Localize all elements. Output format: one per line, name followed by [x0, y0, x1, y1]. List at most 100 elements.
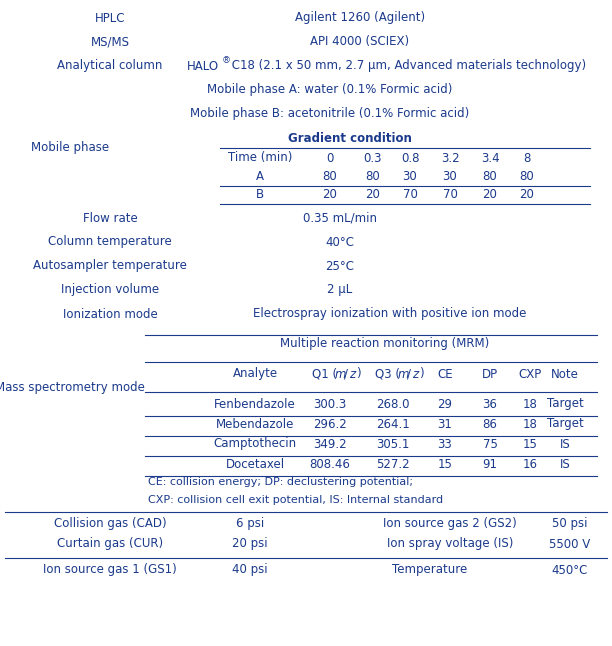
- Text: 15: 15: [438, 457, 452, 470]
- Text: Note: Note: [551, 368, 579, 380]
- Text: Analytical column: Analytical column: [58, 59, 163, 72]
- Text: Time (min): Time (min): [228, 152, 292, 165]
- Text: 264.1: 264.1: [376, 417, 410, 430]
- Text: z: z: [412, 368, 418, 380]
- Text: Ion source gas 1 (GS1): Ion source gas 1 (GS1): [43, 563, 177, 576]
- Text: 3.4: 3.4: [480, 152, 499, 165]
- Text: 0: 0: [326, 152, 334, 165]
- Text: Mobile phase: Mobile phase: [31, 141, 109, 154]
- Text: 15: 15: [523, 437, 537, 450]
- Text: 20: 20: [520, 187, 534, 200]
- Text: 80: 80: [323, 169, 337, 183]
- Text: 8: 8: [523, 152, 531, 165]
- Text: CXP: CXP: [518, 368, 542, 380]
- Text: Analyte: Analyte: [233, 368, 278, 380]
- Text: 40°C: 40°C: [326, 236, 354, 249]
- Text: 349.2: 349.2: [313, 437, 347, 450]
- Text: 5500 V: 5500 V: [550, 537, 591, 550]
- Text: 527.2: 527.2: [376, 457, 410, 470]
- Text: Injection volume: Injection volume: [61, 284, 159, 297]
- Text: MS/MS: MS/MS: [91, 36, 130, 48]
- Text: Mebendazole: Mebendazole: [216, 417, 294, 430]
- Text: Electrospray ionization with positive ion mode: Electrospray ionization with positive io…: [253, 307, 527, 320]
- Text: Gradient condition: Gradient condition: [288, 132, 412, 145]
- Text: CE: collision energy; DP: declustering potential;: CE: collision energy; DP: declustering p…: [148, 477, 413, 487]
- Text: Docetaxel: Docetaxel: [225, 457, 285, 470]
- Text: 31: 31: [438, 417, 452, 430]
- Text: 0.8: 0.8: [401, 152, 419, 165]
- Text: CXP: collision cell exit potential, IS: Internal standard: CXP: collision cell exit potential, IS: …: [148, 495, 443, 505]
- Text: B: B: [256, 187, 264, 200]
- Text: 268.0: 268.0: [376, 397, 410, 410]
- Text: Column temperature: Column temperature: [48, 236, 172, 249]
- Text: C18 (2.1 x 50 mm, 2.7 μm, Advanced materials technology): C18 (2.1 x 50 mm, 2.7 μm, Advanced mater…: [228, 59, 586, 72]
- Text: Mobile phase B: acetonitrile (0.1% Formic acid): Mobile phase B: acetonitrile (0.1% Formi…: [190, 107, 469, 121]
- Text: Target: Target: [547, 417, 583, 430]
- Text: m: m: [335, 368, 346, 380]
- Text: 808.46: 808.46: [310, 457, 351, 470]
- Text: 40 psi: 40 psi: [232, 563, 268, 576]
- Text: 305.1: 305.1: [376, 437, 409, 450]
- Text: 6 psi: 6 psi: [236, 517, 264, 530]
- Text: Agilent 1260 (Agilent): Agilent 1260 (Agilent): [295, 12, 425, 25]
- Text: Collision gas (CAD): Collision gas (CAD): [54, 517, 166, 530]
- Text: 75: 75: [483, 437, 498, 450]
- Text: 70: 70: [403, 187, 417, 200]
- Text: 0.3: 0.3: [364, 152, 382, 165]
- Text: /: /: [407, 368, 411, 380]
- Text: Fenbendazole: Fenbendazole: [214, 397, 296, 410]
- Text: 29: 29: [438, 397, 452, 410]
- Text: 30: 30: [442, 169, 457, 183]
- Text: ): ): [419, 368, 424, 380]
- Text: Ion source gas 2 (GS2): Ion source gas 2 (GS2): [383, 517, 517, 530]
- Text: 300.3: 300.3: [313, 397, 346, 410]
- Text: HPLC: HPLC: [95, 12, 125, 25]
- Text: API 4000 (SCIEX): API 4000 (SCIEX): [310, 36, 409, 48]
- Text: DP: DP: [482, 368, 498, 380]
- Text: 20: 20: [365, 187, 381, 200]
- Text: 80: 80: [365, 169, 381, 183]
- Text: Ion spray voltage (IS): Ion spray voltage (IS): [387, 537, 513, 550]
- Text: ®: ®: [222, 56, 231, 65]
- Text: 36: 36: [483, 397, 498, 410]
- Text: CE: CE: [437, 368, 453, 380]
- Text: 2 μL: 2 μL: [327, 284, 353, 297]
- Text: 33: 33: [438, 437, 452, 450]
- Text: Camptothecin: Camptothecin: [214, 437, 297, 450]
- Text: 296.2: 296.2: [313, 417, 347, 430]
- Text: 70: 70: [442, 187, 457, 200]
- Text: 86: 86: [483, 417, 498, 430]
- Text: Q1 (: Q1 (: [312, 368, 337, 380]
- Text: 80: 80: [483, 169, 498, 183]
- Text: Multiple reaction monitoring (MRM): Multiple reaction monitoring (MRM): [280, 337, 490, 349]
- Text: HALO: HALO: [187, 59, 219, 72]
- Text: Temperature: Temperature: [392, 563, 468, 576]
- Text: 25°C: 25°C: [326, 260, 354, 273]
- Text: 20 psi: 20 psi: [232, 537, 268, 550]
- Text: m: m: [398, 368, 409, 380]
- Text: Ionization mode: Ionization mode: [62, 307, 157, 320]
- Text: 20: 20: [323, 187, 337, 200]
- Text: z: z: [349, 368, 355, 380]
- Text: Mass spectrometry mode: Mass spectrometry mode: [0, 382, 145, 395]
- Text: Curtain gas (CUR): Curtain gas (CUR): [57, 537, 163, 550]
- Text: ): ): [356, 368, 360, 380]
- Text: Q3 (: Q3 (: [375, 368, 400, 380]
- Text: Mobile phase A: water (0.1% Formic acid): Mobile phase A: water (0.1% Formic acid): [207, 83, 453, 96]
- Text: A: A: [256, 169, 264, 183]
- Text: 18: 18: [523, 397, 537, 410]
- Text: 0.35 mL/min: 0.35 mL/min: [303, 211, 377, 225]
- Text: /: /: [344, 368, 348, 380]
- Text: IS: IS: [559, 437, 570, 450]
- Text: 450°C: 450°C: [552, 563, 588, 576]
- Text: Autosampler temperature: Autosampler temperature: [33, 260, 187, 273]
- Text: 20: 20: [483, 187, 498, 200]
- Text: 80: 80: [520, 169, 534, 183]
- Text: 91: 91: [482, 457, 498, 470]
- Text: IS: IS: [559, 457, 570, 470]
- Text: 30: 30: [403, 169, 417, 183]
- Text: 18: 18: [523, 417, 537, 430]
- Text: Target: Target: [547, 397, 583, 410]
- Text: 3.2: 3.2: [441, 152, 460, 165]
- Text: 16: 16: [523, 457, 537, 470]
